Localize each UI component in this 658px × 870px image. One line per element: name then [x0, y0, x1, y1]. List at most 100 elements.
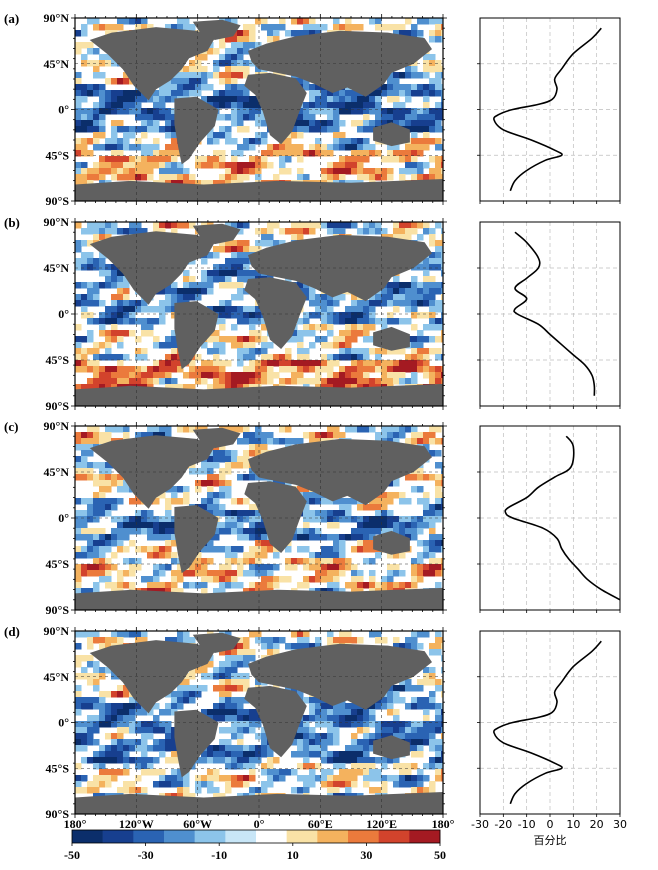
anomaly-map — [75, 222, 443, 406]
continent-2 — [174, 96, 219, 165]
profile-line — [513, 231, 596, 396]
lat-tick-label: 45°S — [46, 148, 70, 162]
lat-tick-label: 0° — [58, 511, 69, 525]
continent-5 — [244, 685, 307, 758]
colorbar-swatch — [348, 830, 379, 843]
profile-x-tick-label: 0 — [547, 818, 554, 831]
lon-tick-label: 60°W — [183, 817, 212, 831]
lat-tick-label: 0° — [58, 716, 69, 730]
lon-tick-label: 180° — [64, 817, 87, 831]
panel-1: (a) 90°N 45°N 0° 45°S 90°S — [4, 11, 621, 208]
continent-1 — [89, 27, 215, 101]
colorbar-tick-label: 50 — [434, 848, 446, 862]
lat-tick-label: 90°S — [46, 399, 70, 413]
continent-6 — [373, 735, 410, 760]
profile-line — [493, 27, 602, 192]
colorbar-swatch — [378, 830, 410, 843]
profile-frame — [479, 221, 621, 407]
continent-7 — [75, 383, 443, 406]
panel-label: (c) — [4, 419, 18, 434]
continent-6 — [373, 326, 410, 351]
colorbar-swatch — [102, 830, 134, 843]
colorbar-swatch — [133, 830, 165, 843]
panel-4: (d) 90°N 45°N 0° 45°S 90°S — [4, 624, 621, 821]
continent-3 — [192, 427, 241, 449]
continent-1 — [89, 640, 215, 714]
continent-2 — [174, 301, 219, 370]
anomaly-map — [75, 18, 443, 201]
colorbar-swatch — [317, 830, 349, 843]
continent-2 — [174, 505, 219, 574]
continent-7 — [75, 587, 443, 610]
lon-tick-label: 180° — [432, 817, 455, 831]
lat-tick-label: 90°N — [44, 624, 70, 638]
colorbar-swatch — [256, 830, 287, 843]
lon-tick-label: 0° — [254, 817, 265, 831]
panel-3: (c) 90°N 45°N 0° 45°S 90°S — [4, 419, 621, 617]
lat-tick-label: 45°S — [46, 761, 70, 775]
profile-line — [493, 640, 602, 805]
profile-x-tick-label: -20 — [494, 818, 512, 831]
colorbar-swatch — [164, 830, 195, 843]
colorbar-swatch — [225, 830, 257, 843]
lat-tick-label: 0° — [58, 307, 69, 321]
panel-label: (d) — [4, 624, 20, 639]
colorbar: -50 -30 -10 10 30 50 — [64, 829, 446, 862]
profile-frame — [479, 630, 621, 815]
latitude-profile — [477, 425, 621, 613]
colorbar-tick-label: -10 — [211, 848, 227, 862]
lat-tick-label: 90°S — [46, 603, 70, 617]
continent-1 — [89, 435, 215, 509]
continent-2 — [174, 709, 219, 778]
profile-x-tick-label: -30 — [471, 818, 489, 831]
lat-tick-label: 45°S — [46, 557, 70, 571]
continent-5 — [244, 72, 307, 145]
lat-tick-label: 45°N — [44, 261, 70, 275]
continent-3 — [192, 632, 241, 653]
profile-x-axis-label: 百分比 — [534, 834, 567, 847]
continent-5 — [244, 481, 307, 553]
lon-tick-label: 120°E — [366, 817, 397, 831]
panel-label: (b) — [4, 215, 20, 230]
profile-x-tick-label: 10 — [566, 818, 580, 831]
colorbar-swatch — [286, 830, 318, 843]
colorbar-tick-label: 10 — [287, 848, 299, 862]
panel-2: (b) 90°N 45°N 0° 45°S 90°S — [4, 215, 621, 413]
profile-x-tick-label: -10 — [518, 818, 536, 831]
profile-line — [504, 435, 621, 601]
continent-6 — [373, 122, 410, 147]
continent-1 — [89, 231, 215, 305]
lon-tick-label: 120°W — [119, 817, 154, 831]
anomaly-map — [75, 631, 443, 814]
panel-label: (a) — [4, 11, 19, 26]
profile-x-tick-label: 20 — [590, 818, 604, 831]
anomaly-map — [75, 426, 443, 610]
lat-tick-label: 90°S — [46, 807, 70, 821]
continent-7 — [75, 179, 443, 201]
latitude-profile — [477, 630, 621, 817]
continent-5 — [244, 277, 307, 349]
lat-tick-label: 90°N — [44, 11, 70, 25]
latitude-profile — [477, 17, 621, 204]
lat-tick-label: 45°S — [46, 353, 70, 367]
lat-tick-label: 0° — [58, 103, 69, 117]
continent-3 — [192, 223, 241, 245]
colorbar-swatch — [194, 830, 226, 843]
lat-tick-label: 90°N — [44, 419, 70, 433]
lat-tick-label: 45°N — [44, 670, 70, 684]
continent-3 — [192, 19, 241, 40]
profile-x-tick-label: 30 — [613, 818, 627, 831]
continent-6 — [373, 530, 410, 555]
profile-frame — [479, 425, 621, 611]
lat-tick-label: 45°N — [44, 57, 70, 71]
colorbar-tick-label: 30 — [360, 848, 372, 862]
colorbar-swatch — [409, 830, 441, 843]
continent-7 — [75, 792, 443, 814]
lat-tick-label: 45°N — [44, 465, 70, 479]
latitude-profile — [477, 221, 621, 409]
lat-tick-label: 90°S — [46, 194, 70, 208]
colorbar-tick-label: -50 — [64, 848, 80, 862]
profile-frame — [479, 17, 621, 202]
lon-tick-label: 60°E — [308, 817, 333, 831]
